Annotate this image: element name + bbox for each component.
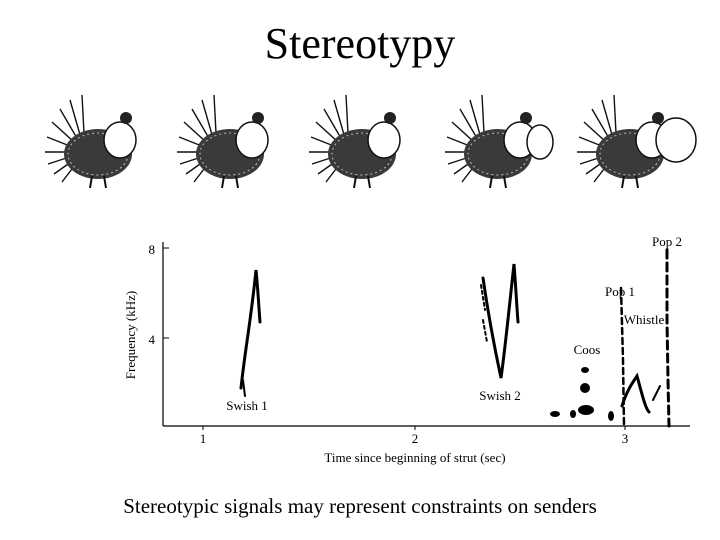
x-axis-label: Time since beginning of strut (sec) (324, 450, 505, 465)
slide-caption: Stereotypic signals may represent constr… (123, 494, 597, 518)
slide-title: Stereotypy (264, 19, 456, 68)
grouse-frame-1 (44, 94, 137, 189)
x-tick-2: 2 (412, 431, 419, 446)
whistle-trace (620, 372, 651, 414)
coos-trace (550, 367, 614, 421)
grouse-frame-5 (576, 94, 669, 189)
grouse-frame-3 (308, 94, 401, 189)
label-pop-2: Pop 2 (652, 234, 682, 249)
x-tick-3: 3 (622, 431, 629, 446)
grouse-illustration-row (44, 94, 697, 189)
swish-2-trace (481, 263, 520, 379)
grouse-frame-2 (176, 94, 269, 189)
y-tick-4: 4 (149, 332, 156, 347)
label-coos: Coos (574, 342, 601, 357)
label-pop-1: Pop 1 (605, 284, 635, 299)
y-tick-8: 8 (149, 242, 156, 257)
swish-1-trace (239, 269, 262, 390)
y-axis-label: Frequency (kHz) (123, 291, 138, 379)
label-whistle: Whistle (624, 312, 665, 327)
label-swish-1: Swish 1 (226, 398, 268, 413)
label-swish-2: Swish 2 (479, 388, 521, 403)
spectrogram: 8 4 1 2 3 Time since beginning of strut … (123, 234, 690, 465)
pop-2-trace (665, 248, 671, 428)
x-tick-1: 1 (200, 431, 207, 446)
grouse-frame-4 (444, 94, 537, 189)
